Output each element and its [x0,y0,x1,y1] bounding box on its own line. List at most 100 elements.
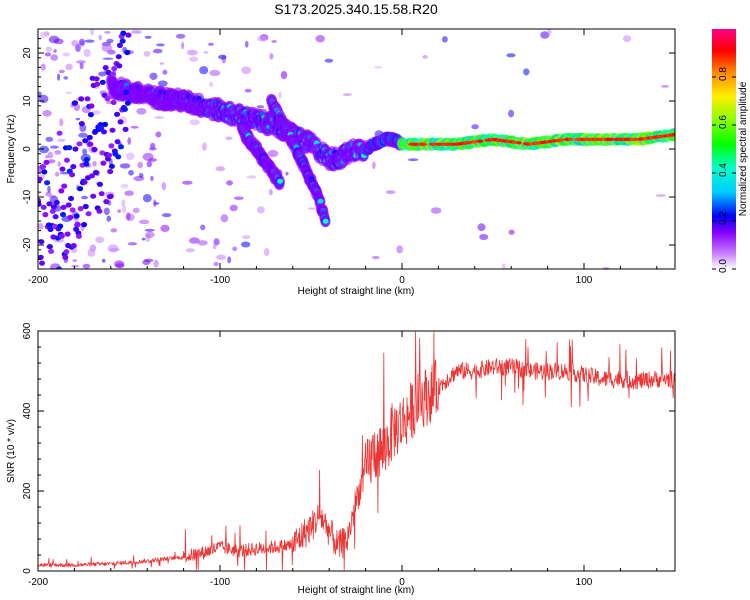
spectrogram-ridge-point [96,208,103,214]
spectrogram-noise-blob [508,109,515,118]
spectrogram-noise-blob [213,238,220,246]
colorbar-tick-label: 0.6 [718,115,729,129]
spectrogram-noise-blob [104,31,111,34]
colorbar-tick-label: 0.4 [718,163,729,177]
spectrogram-noise-blob [186,49,198,56]
spectrogram-ridge-point [56,130,63,136]
spectrogram-noise-blob [47,151,54,159]
spectrogram-ridge-point [40,204,47,210]
spectrogram-noise-blob [82,263,91,269]
spectrogram-ridge-point [124,24,130,29]
spectrogram-ridge-point [49,208,56,214]
spectrogram-ridge-point [84,96,91,102]
spectrogram-ridge-point [82,203,89,210]
spectrogram-ridge-point [40,164,47,170]
spectrogram-noise-blob [442,36,448,43]
spectrogram-noise-blob [48,35,60,44]
spectrogram-y-tick-label: 0 [22,146,33,152]
colorbar-label: Normalized spectral amplitude [738,81,749,216]
spectrogram-ridge-point [48,248,55,254]
spectrogram-noise-blob [308,207,317,210]
spectrogram-ridge-point [70,243,77,249]
spectrogram-ridge-point [102,121,109,127]
spectrogram-noise-blob [132,207,140,213]
spectrogram-noise-blob [92,161,97,167]
spectrogram-noise-blob [149,72,158,81]
spectrogram-noise-blob [79,62,84,70]
spectrogram-x-label: Height of straight line (km) [298,286,415,297]
spectrogram-noise-blob [53,49,57,53]
spectrogram-noise-blob [256,105,265,109]
spectrogram-ridge-point [57,223,64,229]
spectrogram-ridge-core [558,138,565,142]
spectrogram-noise-blob [371,255,380,260]
spectrogram-ridge-point [59,166,66,172]
spectrogram-ridge-point [60,204,67,210]
snr-x-ticks: -200 -100 0 100 [28,331,658,588]
spectrogram-noise-blob [372,161,376,170]
spectrogram-ridge-core [632,137,639,141]
spectrogram-noise-blob [278,91,282,99]
spectrogram-ridge-point [117,119,124,125]
spectrogram-ridge-point [114,111,121,117]
spectrogram-noise-blob [162,69,168,75]
spectrogram-ridge-point [93,169,99,176]
spectrogram-noise-blob [59,118,64,127]
spectrogram-noise-blob [84,39,95,43]
spectrogram-noise-blob [244,88,252,93]
spectrogram-noise-blob [161,213,172,218]
spectrogram-noise-blob [181,41,185,50]
spectrogram-ridge-point [119,38,126,44]
spectrogram-ridge-point [85,211,92,217]
spectrogram-noise-blob [232,246,238,251]
spectrogram-noise-blob [136,108,147,115]
spectrogram-ridge-core [567,137,574,141]
spectrogram-noise-blob [120,183,129,189]
spectrogram-noise-blob [227,256,232,264]
spectrogram-y-label: Frequency (Hz) [6,115,17,184]
spectrogram-ridge-point [124,49,131,56]
spectrogram-content [36,24,675,308]
spectrogram-noise-blob [40,63,46,71]
spectrogram-ridge-point [43,286,49,291]
spectrogram-noise-blob [225,136,233,141]
spectrogram-x-tick-label: 100 [576,275,593,286]
spectrogram-y-ticks: -20 -10 0 10 20 [22,28,675,270]
spectrogram-ridge-point [36,303,42,308]
spectrogram-ridge-point [88,103,95,109]
spectrogram-noise-blob [182,180,193,185]
spectrogram-noise-blob [143,50,151,57]
snr-y-ticks: 0 200 400 600 [22,322,675,574]
spectrogram-ridge-point [116,63,123,69]
spectrogram-ridge-core [515,141,522,145]
spectrogram-noise-blob [130,30,142,34]
spectrogram-noise-blob [241,241,251,248]
spectrogram-ridge-point [67,214,74,220]
spectrogram-ridge-point [121,94,128,100]
spectrogram-y-tick-label: 20 [22,47,33,59]
spectrogram-noise-blob [233,196,244,200]
spectrogram-noise-blob [220,214,229,223]
spectrogram-noise-blob [269,53,274,60]
spectrogram-ridge-point [75,233,82,239]
spectrogram-noise-blob [65,63,73,71]
spectrogram-noise-blob [38,223,44,230]
spectrogram-noise-blob [40,31,45,40]
spectrogram-ridge-point [89,173,95,179]
spectrogram-ridge-point [72,146,79,152]
spectrogram-ridge-point [38,176,43,182]
snr-x-tick-label: -100 [210,577,230,588]
spectrogram-noise-blob [159,62,164,65]
spectrogram-noise-blob [148,158,157,162]
spectrogram-ridge-point [38,254,44,260]
spectrogram-ridge-point [125,32,132,38]
spectrogram-noise-blob [229,204,238,212]
spectrogram-noise-blob [226,180,233,186]
spectrogram-y-tick-label: 10 [22,95,33,107]
spectrogram-ridge-point [105,69,112,76]
spectrogram-ridge-point [58,188,65,194]
spectrogram-noise-blob [374,66,382,69]
spectrogram-ridge-point [99,150,106,156]
spectrogram-ridge-point [104,96,111,102]
